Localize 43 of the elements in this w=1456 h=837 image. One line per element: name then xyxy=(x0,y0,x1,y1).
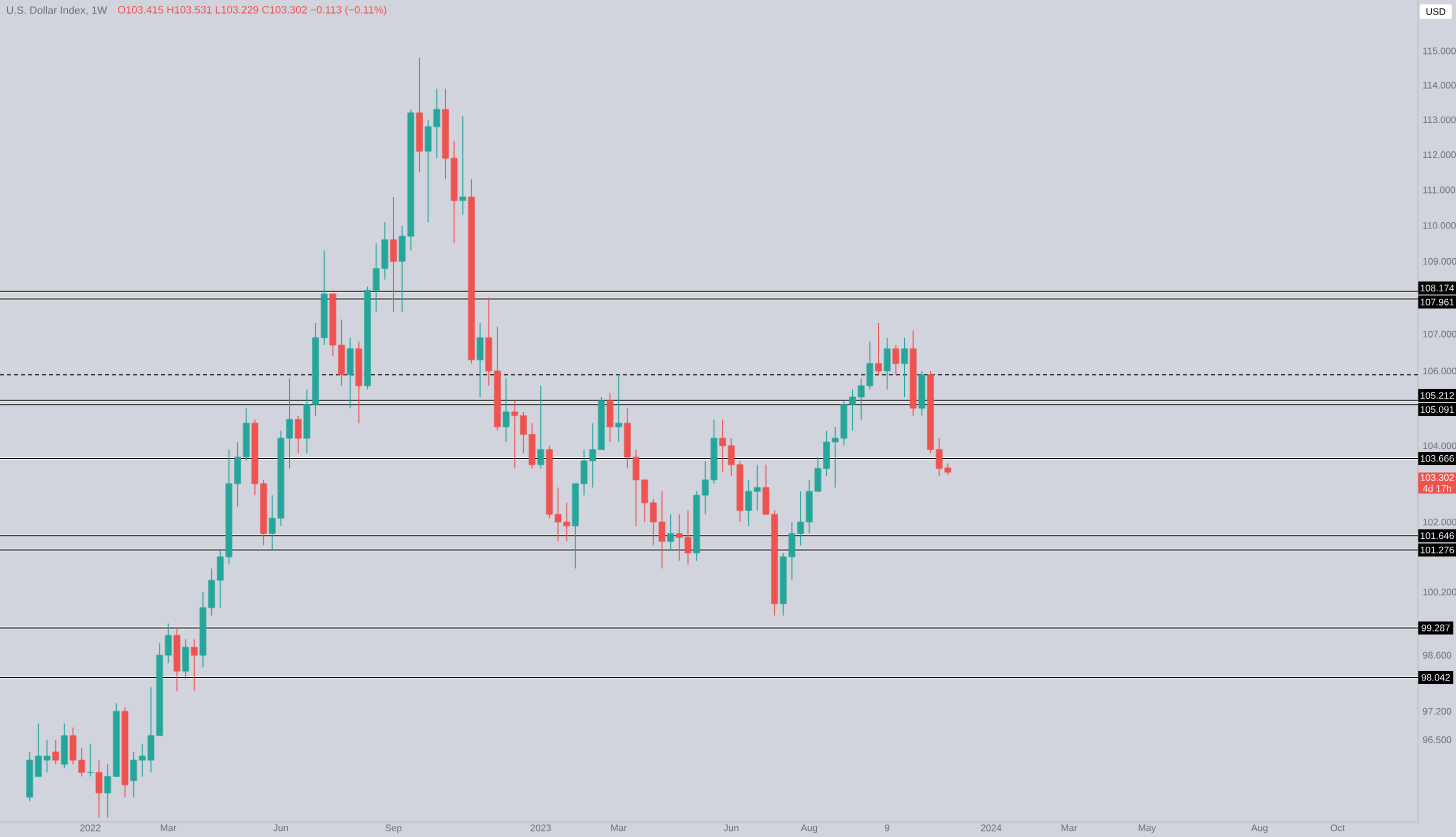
y-tick-label: 96.500 xyxy=(1422,736,1452,744)
x-tick-label: May xyxy=(1138,824,1156,834)
ref-line-label: 99.287 xyxy=(1421,624,1450,632)
text: USD xyxy=(1426,8,1446,15)
x-tick-label: Mar xyxy=(160,824,177,832)
ref-line-label: 108.174 xyxy=(1420,284,1455,292)
y-tick-label: 102.000 xyxy=(1423,518,1456,526)
x-tick-label: Sep xyxy=(385,824,402,834)
x-tick-label: 2024 xyxy=(981,824,1002,832)
x-tick-label: 2023 xyxy=(530,824,551,832)
y-tick-label: 97.200 xyxy=(1422,707,1452,715)
x-tick-label: Aug xyxy=(800,824,818,834)
ref-line-label: 101.646 xyxy=(1420,532,1454,540)
text: O103.415 H103.531 L103.229 C103.302 −0.113 (−0.11%) xyxy=(118,5,387,16)
ref-line-label: 98.042 xyxy=(1421,674,1450,681)
y-tick-label: 107.000 xyxy=(1423,330,1456,338)
ref-line-label: 103.666 xyxy=(1420,455,1454,462)
ref-line-label: 107.961 xyxy=(1420,298,1454,306)
y-tick-label: 112.000 xyxy=(1423,151,1456,159)
x-tick-label: Jun xyxy=(273,824,288,832)
x-tick-label: Mar xyxy=(611,824,627,832)
y-tick-label: 100.200 xyxy=(1423,588,1456,596)
ref-line-label: 105.212 xyxy=(1420,392,1454,399)
y-tick-label: 106.000 xyxy=(1423,367,1456,375)
ref-line-label: 105.091 xyxy=(1420,406,1454,413)
y-tick-label: 115.000 xyxy=(1423,47,1456,55)
y-tick-label: 109.000 xyxy=(1423,257,1456,265)
ref-line-label: 101.276 xyxy=(1420,546,1454,554)
text: 4d 17h xyxy=(1422,484,1452,492)
text: U.S. Dollar Index, 1W xyxy=(7,6,108,16)
y-tick-label: 104.000 xyxy=(1423,442,1456,450)
x-tick-label: Mar xyxy=(1061,824,1078,832)
text: 103.302 xyxy=(1420,474,1454,481)
x-tick-label: Oct xyxy=(1330,824,1345,832)
x-tick-label: 9 xyxy=(884,824,890,832)
y-tick-label: 98.600 xyxy=(1422,651,1452,659)
x-tick-label: Aug xyxy=(1251,824,1268,834)
y-tick-label: 113.000 xyxy=(1423,116,1456,124)
x-tick-label: Jun xyxy=(723,824,739,832)
y-tick-label: 111.000 xyxy=(1423,186,1456,194)
y-tick-label: 114.000 xyxy=(1423,81,1456,89)
x-tick-label: 2022 xyxy=(80,824,101,832)
y-tick-label: 110.000 xyxy=(1423,222,1456,229)
